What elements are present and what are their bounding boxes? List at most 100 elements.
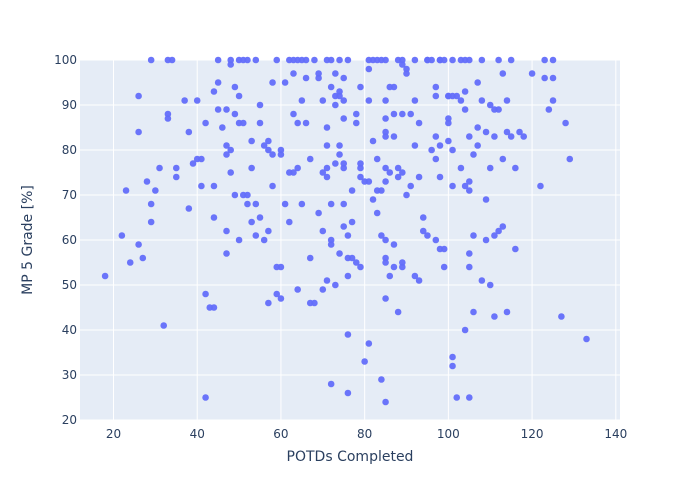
data-point bbox=[558, 313, 565, 320]
data-point bbox=[277, 263, 285, 271]
data-point bbox=[390, 133, 398, 140]
data-point bbox=[340, 97, 348, 104]
data-point bbox=[449, 353, 456, 361]
data-point bbox=[411, 56, 419, 64]
data-point bbox=[202, 394, 209, 401]
data-point bbox=[269, 151, 276, 158]
data-point bbox=[336, 142, 343, 149]
data-point bbox=[461, 106, 469, 113]
data-point bbox=[382, 56, 389, 64]
data-point bbox=[516, 128, 523, 136]
data-point bbox=[357, 164, 364, 172]
data-point bbox=[311, 299, 318, 307]
data-point bbox=[252, 200, 260, 208]
data-point bbox=[390, 110, 398, 118]
data-point bbox=[260, 236, 268, 244]
data-point bbox=[298, 200, 306, 208]
data-point bbox=[399, 61, 406, 68]
data-point bbox=[290, 169, 297, 176]
data-point bbox=[382, 236, 389, 244]
data-point bbox=[482, 236, 490, 244]
data-point bbox=[139, 254, 147, 262]
data-point bbox=[445, 137, 452, 145]
data-point bbox=[189, 160, 197, 167]
data-point bbox=[390, 83, 398, 91]
data-point bbox=[457, 164, 465, 172]
data-point bbox=[248, 164, 255, 172]
data-point bbox=[294, 164, 301, 172]
data-point bbox=[549, 56, 557, 64]
data-point bbox=[327, 56, 335, 64]
data-point bbox=[365, 340, 373, 347]
data-point bbox=[277, 295, 285, 302]
y-axis-title: MP 5 Grade [%] bbox=[20, 185, 36, 295]
data-point bbox=[156, 164, 163, 172]
data-point bbox=[181, 97, 188, 104]
data-point bbox=[147, 200, 155, 208]
data-point bbox=[348, 187, 356, 194]
data-point bbox=[440, 56, 448, 64]
data-point bbox=[332, 101, 339, 109]
data-point bbox=[265, 299, 272, 307]
data-point bbox=[214, 79, 222, 86]
data-point bbox=[403, 70, 410, 77]
data-point bbox=[486, 281, 494, 289]
data-point bbox=[503, 97, 511, 104]
data-point bbox=[486, 164, 494, 172]
data-point bbox=[210, 214, 218, 221]
data-point bbox=[248, 137, 255, 145]
data-point bbox=[386, 169, 394, 176]
data-point bbox=[449, 362, 456, 370]
data-point bbox=[277, 151, 285, 158]
data-point bbox=[336, 56, 343, 64]
data-point bbox=[323, 142, 331, 149]
data-point bbox=[436, 142, 444, 149]
data-point bbox=[399, 110, 406, 118]
data-point bbox=[319, 97, 327, 104]
data-point bbox=[382, 259, 389, 266]
data-point bbox=[202, 290, 209, 298]
y-tick-label: 30 bbox=[62, 368, 77, 382]
data-point bbox=[160, 322, 168, 329]
data-point bbox=[583, 335, 590, 343]
data-point bbox=[323, 173, 331, 181]
x-tick-label: 20 bbox=[106, 427, 121, 441]
data-point bbox=[390, 241, 398, 248]
data-point bbox=[344, 389, 352, 397]
y-tick-label: 40 bbox=[62, 323, 77, 337]
data-point bbox=[340, 74, 348, 82]
data-point bbox=[344, 232, 352, 239]
data-point bbox=[491, 313, 498, 320]
x-tick-label: 100 bbox=[437, 427, 460, 441]
data-point bbox=[231, 191, 239, 199]
data-point bbox=[432, 83, 440, 91]
data-point bbox=[340, 164, 348, 172]
data-point bbox=[260, 142, 268, 149]
data-point bbox=[327, 200, 335, 208]
data-point bbox=[466, 394, 473, 401]
data-point bbox=[373, 209, 381, 217]
x-tick-label: 40 bbox=[190, 427, 205, 441]
data-point bbox=[185, 128, 193, 136]
data-point bbox=[378, 376, 385, 383]
data-point bbox=[168, 56, 176, 64]
data-point bbox=[302, 74, 310, 82]
data-point bbox=[164, 115, 172, 122]
x-tick-label: 60 bbox=[273, 427, 288, 441]
data-point bbox=[118, 232, 126, 239]
data-point bbox=[466, 133, 473, 140]
data-point bbox=[273, 56, 281, 64]
data-point bbox=[411, 97, 419, 104]
data-point bbox=[336, 92, 343, 100]
data-point bbox=[306, 254, 314, 262]
data-point bbox=[357, 83, 364, 91]
data-point bbox=[327, 380, 335, 388]
data-point bbox=[122, 187, 130, 194]
data-point bbox=[143, 178, 151, 185]
data-point bbox=[273, 290, 281, 298]
data-point bbox=[332, 160, 339, 167]
data-point bbox=[357, 263, 364, 271]
data-point bbox=[520, 133, 528, 140]
data-point bbox=[352, 259, 360, 266]
data-point bbox=[126, 259, 134, 266]
